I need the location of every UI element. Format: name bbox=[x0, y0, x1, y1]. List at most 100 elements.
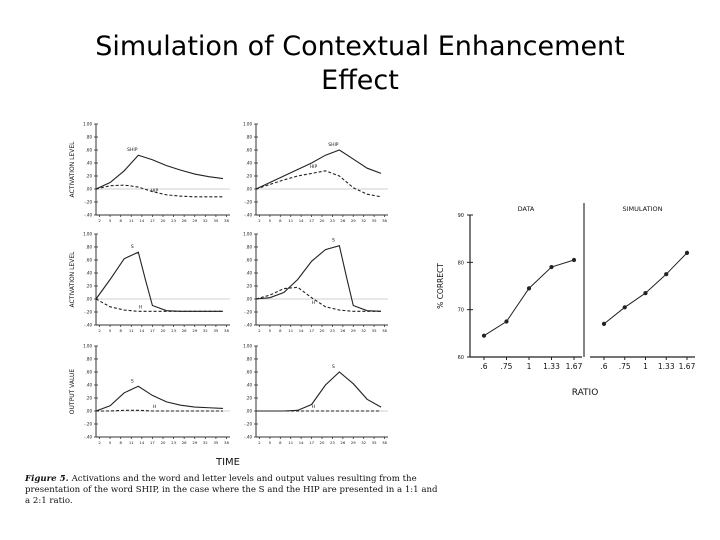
data-point bbox=[643, 291, 648, 296]
x-tick-label: 32 bbox=[361, 328, 366, 333]
x-tick-label: 8 bbox=[119, 328, 122, 333]
x-tick-label: 1 bbox=[643, 362, 648, 371]
series-line bbox=[256, 371, 382, 412]
data-point bbox=[549, 264, 554, 270]
y-tick-label: -.40 bbox=[84, 323, 92, 328]
series-line bbox=[483, 259, 575, 337]
x-tick-label: 14 bbox=[139, 440, 144, 445]
x-tick-label: 20 bbox=[161, 328, 166, 333]
x-tick-label: 23 bbox=[330, 218, 335, 223]
figure-caption: Figure 5. Activations and the word and le… bbox=[25, 474, 445, 507]
x-tick-label: 35 bbox=[372, 440, 377, 445]
y-tick-label: .00 bbox=[86, 409, 93, 414]
x-tick-label: .6 bbox=[480, 362, 487, 371]
series-label: H bbox=[153, 404, 156, 410]
y-tick-label: .20 bbox=[86, 174, 93, 179]
y-tick-label: .80 bbox=[86, 357, 93, 362]
series-line bbox=[255, 245, 382, 312]
series-line bbox=[95, 298, 223, 312]
data-point bbox=[601, 321, 607, 326]
y-tick-label: .00 bbox=[246, 297, 253, 302]
y-axis-label: OUTPUT VALUE bbox=[69, 369, 76, 415]
y-tick-label: 80 bbox=[458, 260, 464, 266]
data-point bbox=[571, 257, 577, 263]
x-tick-label: 2 bbox=[258, 440, 261, 445]
x-tick-label: 23 bbox=[171, 218, 176, 223]
x-tick-label: 32 bbox=[203, 328, 208, 333]
y-tick-label: .60 bbox=[86, 370, 93, 375]
series-label: SHIP bbox=[127, 147, 138, 153]
chart-data: 90 80 70 60 .6 .75 1 1.33 1.67 DATA % CORRECT RATIO bbox=[436, 205, 598, 398]
y-tick-label: -.40 bbox=[244, 323, 252, 328]
y-tick-label: -.40 bbox=[244, 435, 252, 440]
x-tick-label: 14 bbox=[299, 328, 304, 333]
series-line bbox=[96, 409, 223, 412]
y-tick-label: -.20 bbox=[244, 310, 252, 315]
x-tick-label: 35 bbox=[213, 218, 218, 223]
x-tick-label: 8 bbox=[279, 440, 282, 445]
y-tick-label: -.40 bbox=[244, 213, 252, 218]
x-tick-label: 38 bbox=[382, 328, 387, 333]
series-line bbox=[603, 252, 688, 325]
y-axis-label: ACTIVATION LEVEL bbox=[69, 141, 76, 198]
x-tick-label: 35 bbox=[213, 328, 218, 333]
x-tick-label: 29 bbox=[192, 440, 197, 445]
y-tick-label: .60 bbox=[246, 148, 253, 153]
x-tick-label: 11 bbox=[288, 218, 293, 223]
x-tick-label: 2 bbox=[98, 218, 101, 223]
y-tick-label: .40 bbox=[246, 383, 253, 388]
x-tick-label: 2 bbox=[258, 218, 261, 223]
data-point bbox=[504, 319, 509, 324]
x-tick-label: 14 bbox=[299, 440, 304, 445]
x-tick-label: 11 bbox=[129, 218, 134, 223]
x-tick-label: 5 bbox=[269, 218, 272, 223]
x-tick-label: 29 bbox=[351, 218, 356, 223]
y-tick-label: .00 bbox=[86, 297, 93, 302]
x-tick-label: 38 bbox=[224, 218, 229, 223]
x-tick-label: 17 bbox=[309, 440, 314, 445]
x-tick-label: 5 bbox=[269, 328, 272, 333]
x-tick-label: 14 bbox=[139, 328, 144, 333]
series-label: SHIP bbox=[328, 142, 339, 148]
x-tick-label: 11 bbox=[129, 328, 134, 333]
data-point bbox=[684, 250, 690, 255]
x-tick-label: 11 bbox=[288, 440, 293, 445]
y-tick-label: .40 bbox=[86, 271, 93, 276]
x-tick-label: 17 bbox=[150, 218, 155, 223]
x-axis-label: RATIO bbox=[572, 388, 599, 398]
y-tick-label: .80 bbox=[246, 357, 253, 362]
chart-row2-left: 1.00 .80 .60 .40 .20 .00 -.20 -.40 2 5 8 11 14 17 20 23… bbox=[69, 232, 230, 333]
series-label: H bbox=[312, 300, 315, 306]
chart-row3-left: 1.00 .80 .60 .40 .20 .00 -.20 -.40 2 5 8 11 14 17 20 23… bbox=[69, 344, 240, 469]
y-tick-label: .80 bbox=[246, 135, 253, 140]
x-tick-label: 32 bbox=[203, 218, 208, 223]
x-tick-label: .75 bbox=[619, 362, 631, 371]
x-tick-label: 5 bbox=[109, 218, 112, 223]
x-tick-label: 2 bbox=[98, 328, 101, 333]
x-tick-label: 32 bbox=[203, 440, 208, 445]
x-tick-label: 1.33 bbox=[658, 362, 675, 371]
series-line bbox=[255, 170, 382, 198]
x-tick-label: 11 bbox=[129, 440, 134, 445]
x-tick-label: 8 bbox=[119, 218, 122, 223]
series-label: HIP bbox=[151, 188, 159, 194]
x-tick-label: 32 bbox=[361, 218, 366, 223]
x-tick-label: 29 bbox=[192, 328, 197, 333]
x-tick-label: 5 bbox=[109, 328, 112, 333]
x-tick-label: 26 bbox=[340, 218, 345, 223]
x-tick-label: 17 bbox=[309, 218, 314, 223]
data-point bbox=[481, 333, 487, 338]
series-line bbox=[95, 154, 224, 190]
y-tick-label: .20 bbox=[246, 284, 253, 289]
x-tick-label: 23 bbox=[171, 328, 176, 333]
y-tick-label: .60 bbox=[246, 258, 253, 263]
y-tick-label: .20 bbox=[86, 284, 93, 289]
y-tick-label: .20 bbox=[246, 174, 253, 179]
data-point bbox=[622, 305, 627, 310]
y-tick-label: 1.00 bbox=[83, 232, 92, 237]
data-point bbox=[664, 272, 669, 277]
x-tick-label: 8 bbox=[279, 218, 282, 223]
figure-caption-label: Figure 5. bbox=[25, 474, 69, 484]
x-tick-label: 20 bbox=[320, 218, 325, 223]
x-tick-label: 1 bbox=[527, 362, 532, 371]
